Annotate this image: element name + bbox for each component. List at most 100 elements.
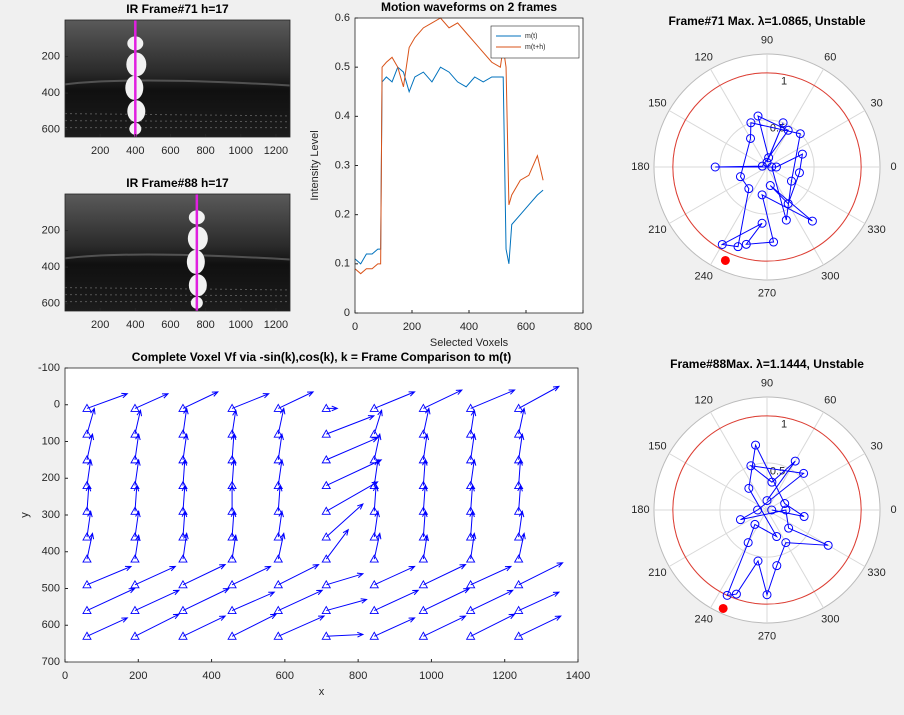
vector-base-marker [273,579,284,589]
ir-image [65,194,290,311]
vector-base-marker [369,403,380,412]
plot-area [65,368,578,662]
axes-box [64,193,291,312]
vector-base-marker [321,480,332,490]
vector-base-marker [273,454,284,464]
vector-arrow [373,510,380,538]
vector-base-marker [82,605,92,614]
series-point [764,153,774,163]
vector-base-marker [130,532,140,541]
series-point [744,483,754,493]
vector-base-marker [178,579,188,589]
vector-base-marker [513,631,524,640]
series-point [794,168,804,178]
vector-base-marker [178,554,188,563]
vector-arrow [231,613,278,637]
vector-base-marker [273,532,284,541]
vector-base-marker [82,403,92,412]
series-point [735,515,745,525]
vector-arrow [134,510,141,538]
y-tick-label: 600 [42,124,60,136]
series-point [733,242,743,252]
r-tick-label: 0.5 [770,465,785,477]
vector-arrow [86,432,95,460]
max-eigenvalue-point [720,255,730,265]
vector-arrow [277,432,284,460]
vector-arrow [134,589,181,612]
series-point [790,456,800,466]
vector-base-marker [321,403,332,412]
legend-box [490,25,580,59]
series-point [746,133,756,143]
series-point [731,589,741,599]
chart-title: Frame#88Max. λ=1.1444, Unstable [670,357,864,371]
x-tick-label: 1200 [492,670,516,682]
vector-arrow [231,393,270,409]
vector-base-marker [465,454,476,464]
series-point [771,162,781,172]
theta-tick-label: 0 [890,161,896,173]
x-tick-label: 1000 [419,670,443,682]
vector-arrow [518,432,525,460]
vector-arrow [278,589,324,612]
vector-base-marker [418,605,429,614]
series-point [797,149,807,159]
ir-horizon [64,253,291,261]
vector-arrow [423,564,467,586]
y-tick-label: -100 [38,362,60,374]
series-point [772,561,782,571]
vector-base-marker [273,554,284,563]
series-point [767,477,777,487]
series-point [823,540,833,550]
y-tick-label: 600 [42,619,60,631]
theta-tick-label: 30 [870,441,882,453]
vector-base-marker [465,631,476,640]
series-point [781,215,791,225]
vector-base-marker [418,554,429,563]
vector-base-marker [321,605,332,614]
x-tick-label: 0 [352,321,358,333]
x-tick-label: 1200 [264,319,288,331]
vector-arrow [518,385,561,409]
series-point [767,505,777,515]
r-tick-label: 1 [781,76,787,88]
vector-arrow [325,528,350,560]
vector-arrow [470,589,514,612]
x-tick-label: 200 [91,145,109,157]
chart-title: IR Frame#88 h=17 [126,176,229,190]
vector-arrow [470,458,477,486]
vector-base-marker [465,554,476,563]
vector-arrow [422,533,429,560]
vector-arrow [278,564,320,586]
series-point [746,461,756,471]
vector-base-marker [130,631,140,640]
chart-title: Complete Voxel Vf via -sin(k),cos(k), k … [132,350,512,364]
series-point [753,556,763,566]
vector-base-marker [321,532,332,541]
vector-arrow [182,564,227,586]
vector-arrow [182,615,227,637]
vector-arrow [86,407,96,435]
y-tick-label: 0.2 [335,209,350,221]
vector-base-marker [273,403,284,412]
theta-tick-label: 210 [648,224,666,236]
vector-base-marker [369,605,380,614]
vector-arrow [518,510,525,538]
vector-arrow [134,393,170,409]
x-tick-label: 400 [460,321,478,333]
vector-arrow [134,613,181,637]
vector-arrow [374,565,416,586]
vector-base-marker [82,631,92,640]
y-tick-label: 200 [42,472,60,484]
vector-base-marker [227,605,237,614]
vector-arrow [182,587,230,612]
x-tick-label: 200 [91,319,109,331]
vector-arrow [470,565,513,586]
series-point [741,239,751,249]
x-tick-label: 1000 [229,319,253,331]
x-tick-label: 600 [517,321,535,333]
y-tick-label: 600 [42,298,60,310]
vector-base-marker [227,403,237,412]
axes-box [64,19,291,138]
y-tick-label: 0 [54,399,60,411]
